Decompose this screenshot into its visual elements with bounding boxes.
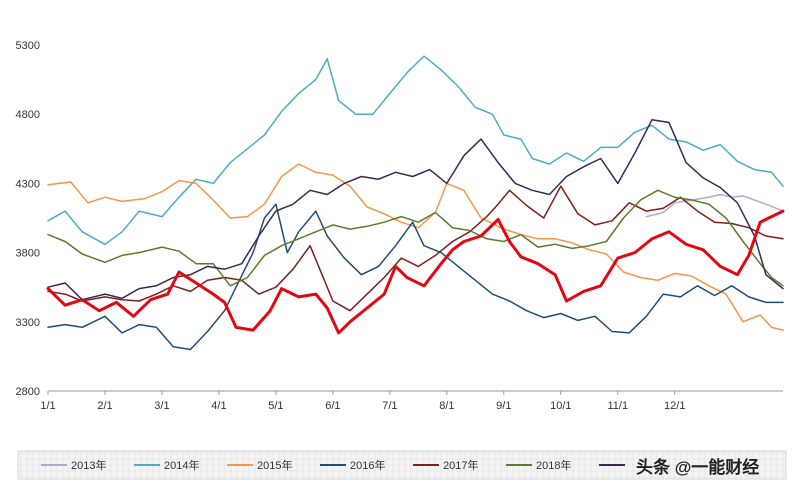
y-tick-label: 2800 (16, 386, 40, 398)
series-line-1 (47, 55, 784, 246)
watermark: 头条 @一能财经 (636, 457, 759, 477)
x-tick-label: 6/1 (325, 400, 340, 412)
series-layer (46, 55, 785, 351)
series-line-6 (47, 118, 784, 301)
legend-label: 2016年 (350, 458, 385, 472)
x-tick-label: 9/1 (496, 400, 511, 412)
x-tick-label: 10/1 (550, 400, 571, 412)
series-line-5 (47, 189, 784, 287)
legend-label: 2015年 (257, 458, 292, 472)
series-line-2 (47, 163, 784, 331)
x-tick-label: 12/1 (664, 400, 685, 412)
x-tick-label: 7/1 (382, 400, 397, 412)
x-tick-label: 11/1 (607, 400, 628, 412)
series-line-7 (46, 209, 785, 335)
legend-label: 2013年 (71, 458, 106, 472)
series-line-3 (47, 203, 784, 351)
x-tick-label: 4/1 (211, 400, 226, 412)
legend-label: 2014年 (164, 458, 199, 472)
legend-label: 2017年 (443, 458, 478, 472)
x-tick-label: 8/1 (439, 400, 454, 412)
series-line-4 (47, 185, 784, 312)
y-tick-label: 3800 (16, 248, 40, 260)
y-tick-label: 5300 (16, 40, 40, 52)
series-line-0 (645, 193, 784, 218)
x-tick-label: 1/1 (40, 400, 55, 412)
y-tick-label: 4800 (16, 109, 40, 121)
axes: 2800 3300 3800 4300 4800 5300 1/1 2/1 3/1 4/1 5/1 6… (16, 40, 783, 412)
legend-label: 2018年 (536, 458, 571, 472)
y-tick-label: 4300 (16, 178, 40, 190)
legend: 2013年 2014年 2015年 2016年 2017年 2018年 (17, 450, 787, 480)
x-tick-label: 3/1 (154, 400, 169, 412)
y-tick-label: 3300 (16, 317, 40, 329)
x-tick-label: 5/1 (268, 400, 283, 412)
watermark-text: 头条 @一能财经 (636, 457, 759, 477)
x-tick-label: 2/1 (97, 400, 112, 412)
